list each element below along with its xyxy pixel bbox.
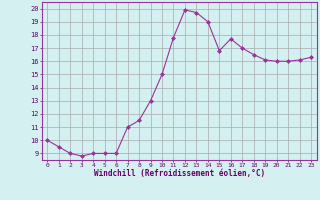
X-axis label: Windchill (Refroidissement éolien,°C): Windchill (Refroidissement éolien,°C) bbox=[94, 169, 265, 178]
